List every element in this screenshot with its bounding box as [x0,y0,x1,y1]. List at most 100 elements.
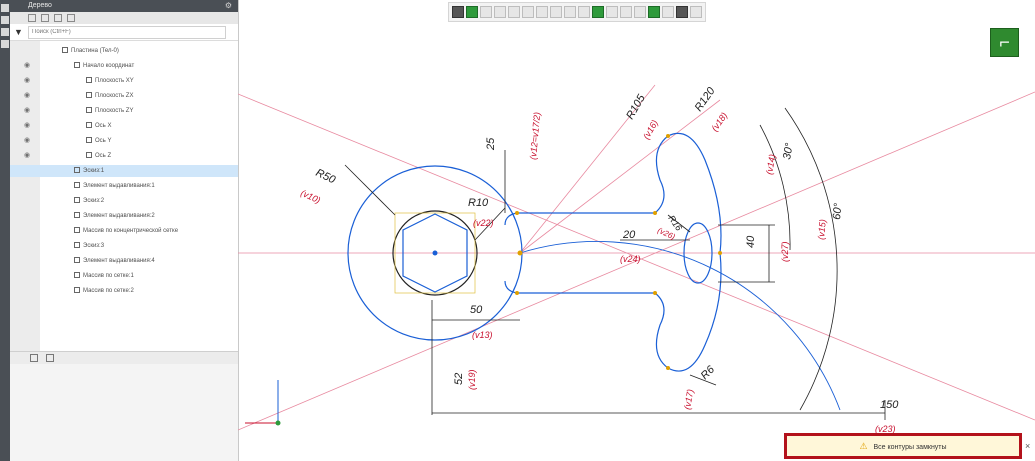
visibility-icon[interactable]: ◉ [24,137,31,144]
tree-item[interactable]: Эскиз:2 [10,195,238,207]
point[interactable] [515,291,519,295]
filter-icon[interactable] [676,6,688,18]
properties-icon[interactable] [30,354,38,362]
dim-text-20[interactable]: 20 [622,229,636,241]
point[interactable] [653,291,657,295]
inner-slot[interactable] [683,222,713,284]
point[interactable] [515,211,519,215]
dim-text-v13[interactable]: (v13) [472,330,493,340]
tree-tab-icon[interactable] [1,4,9,12]
dim-text-52[interactable]: 52 [453,373,465,385]
tree-view-icon[interactable] [28,14,36,22]
pick-icon[interactable] [690,6,702,18]
dim-text-v16[interactable]: (v16) [641,118,660,141]
tree-item[interactable]: Массив по сетке:2 [10,285,238,297]
outer-arc-contour[interactable] [654,132,722,372]
dim-text-150[interactable]: 150 [880,399,899,411]
dim-text-r120[interactable]: R120 [693,85,718,114]
dim-text-v15[interactable]: (v15) [816,219,828,240]
hide-icon[interactable] [620,6,632,18]
parameters-tab-icon[interactable] [1,16,9,24]
origin-point[interactable] [432,250,438,256]
trim-icon[interactable] [508,6,520,18]
parameters-icon[interactable] [46,354,54,362]
arc-r120[interactable] [519,241,841,411]
toolbar-grip-icon[interactable] [452,6,464,18]
dim-text-v17[interactable]: (v17) [682,388,695,410]
search-input[interactable] [28,25,226,39]
orient-icon[interactable] [578,6,590,18]
dim-text-v19[interactable]: (v19) [467,369,477,390]
visibility-icon[interactable]: ◉ [24,107,31,114]
filter-view-icon[interactable] [54,14,62,22]
tree-item[interactable]: Массив по сетке:1 [10,270,238,282]
tree-item[interactable]: ◉ Начало координат [10,60,238,72]
dimension-texts[interactable]: R105 (v16) R120 (v18) (v12=v17/2) 25 R50… [299,85,899,434]
close-icon[interactable]: × [1025,441,1031,451]
collapse-icon[interactable] [67,14,75,22]
constraint-icon[interactable] [480,6,492,18]
dim-text-40[interactable]: 40 [745,235,757,248]
hexagon[interactable] [402,213,468,293]
dim-text-v12[interactable]: (v12=v17/2) [528,112,542,160]
measure-icon[interactable] [536,6,548,18]
section-icon[interactable] [606,6,618,18]
center-point[interactable] [517,250,523,256]
variables-tab-icon[interactable] [1,28,9,36]
tree-item[interactable]: Элемент выдавливания:1 [10,180,238,192]
dim-text-v14[interactable]: (v14) [764,153,777,175]
menu-icon[interactable] [1,40,9,48]
dim-text-60[interactable]: 60° [831,202,844,220]
dim-text-r50[interactable]: R50 [314,167,338,187]
tree-item[interactable]: Элемент выдавливания:2 [10,210,238,222]
tree-item[interactable]: ◉ Ось X [10,120,238,132]
sketch-exit-icon[interactable]: ⌐ [990,28,1019,57]
sketch-drawing[interactable]: R105 (v16) R120 (v18) (v12=v17/2) 25 R50… [238,0,1035,461]
lock-icon[interactable] [662,6,674,18]
dim-text-v27[interactable]: (v27) [780,241,790,262]
visibility-icon[interactable]: ◉ [24,77,31,84]
display-style-icon[interactable] [592,6,604,18]
dim-text-v24[interactable]: (v24) [620,254,641,264]
point[interactable] [666,366,670,370]
tree-item[interactable]: ◉ Плоскость ZX [10,90,238,102]
pan-icon[interactable] [564,6,576,18]
tree-item[interactable]: Эскиз:3 [10,240,238,252]
visibility-icon[interactable]: ◉ [24,122,31,129]
mirror-icon[interactable] [494,6,506,18]
sketch-mode-icon[interactable] [466,6,478,18]
point[interactable] [653,211,657,215]
visibility-icon[interactable]: ◉ [24,92,31,99]
sketch-points[interactable] [432,134,723,370]
tree-item[interactable]: ◉ Плоскость ZY [10,105,238,117]
visibility-icon[interactable]: ◉ [24,62,31,69]
tree-item[interactable]: ◉ Ось Z [10,150,238,162]
filter-icon[interactable]: ▼ [14,27,23,37]
dim-text-25[interactable]: 25 [485,137,497,151]
dim-text-30[interactable]: 30° [781,141,796,160]
dim-text-v18[interactable]: (v18) [709,111,729,134]
zoom-icon[interactable] [550,6,562,18]
structure-icon[interactable] [41,14,49,22]
grid-icon[interactable] [522,6,534,18]
tree-item[interactable]: Эскиз:1 [10,165,238,177]
dim-text-r10[interactable]: R10 [468,197,489,209]
tree-item[interactable]: Пластина (Тел-0) [10,45,238,57]
dim-text-v10[interactable]: (v10) [299,188,322,206]
dim-text-r105[interactable]: R105 [624,92,648,122]
dim-text-50[interactable]: 50 [470,304,483,316]
visibility-icon[interactable]: ◉ [24,152,31,159]
tree-item[interactable]: Массив по концентрической сетке [10,225,238,237]
layers-icon[interactable] [634,6,646,18]
tree-item[interactable]: ◉ Плоскость XY [10,75,238,87]
point[interactable] [666,134,670,138]
point[interactable] [718,251,722,255]
gear-icon[interactable]: ⚙ [224,1,232,10]
dim-text-v22[interactable]: (v22) [473,218,494,228]
tree-item[interactable]: ◉ Ось Y [10,135,238,147]
drawing-canvas[interactable]: R105 (v16) R120 (v18) (v12=v17/2) 25 R50… [238,0,1035,461]
inner-circle[interactable] [392,210,478,296]
dim-text-v23[interactable]: (v23) [875,424,896,434]
snap-icon[interactable] [648,6,660,18]
tree-item[interactable]: Элемент выдавливания:4 [10,255,238,267]
